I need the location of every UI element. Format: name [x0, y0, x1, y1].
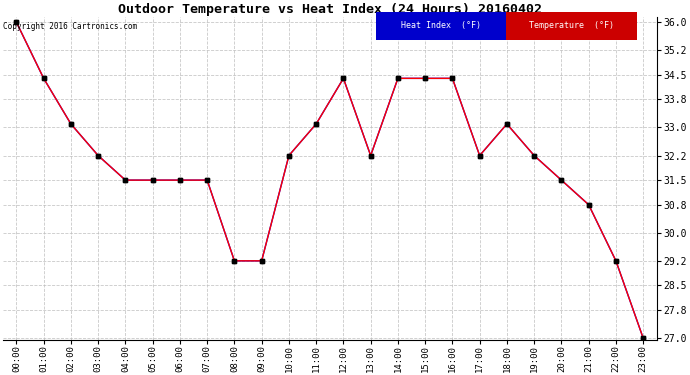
Text: Copyright 2016 Cartronics.com: Copyright 2016 Cartronics.com [3, 22, 137, 31]
Title: Outdoor Temperature vs Heat Index (24 Hours) 20160402: Outdoor Temperature vs Heat Index (24 Ho… [118, 3, 542, 16]
FancyBboxPatch shape [375, 12, 506, 39]
FancyBboxPatch shape [506, 12, 637, 39]
Text: Heat Index  (°F): Heat Index (°F) [401, 21, 481, 30]
Text: Temperature  (°F): Temperature (°F) [529, 21, 614, 30]
